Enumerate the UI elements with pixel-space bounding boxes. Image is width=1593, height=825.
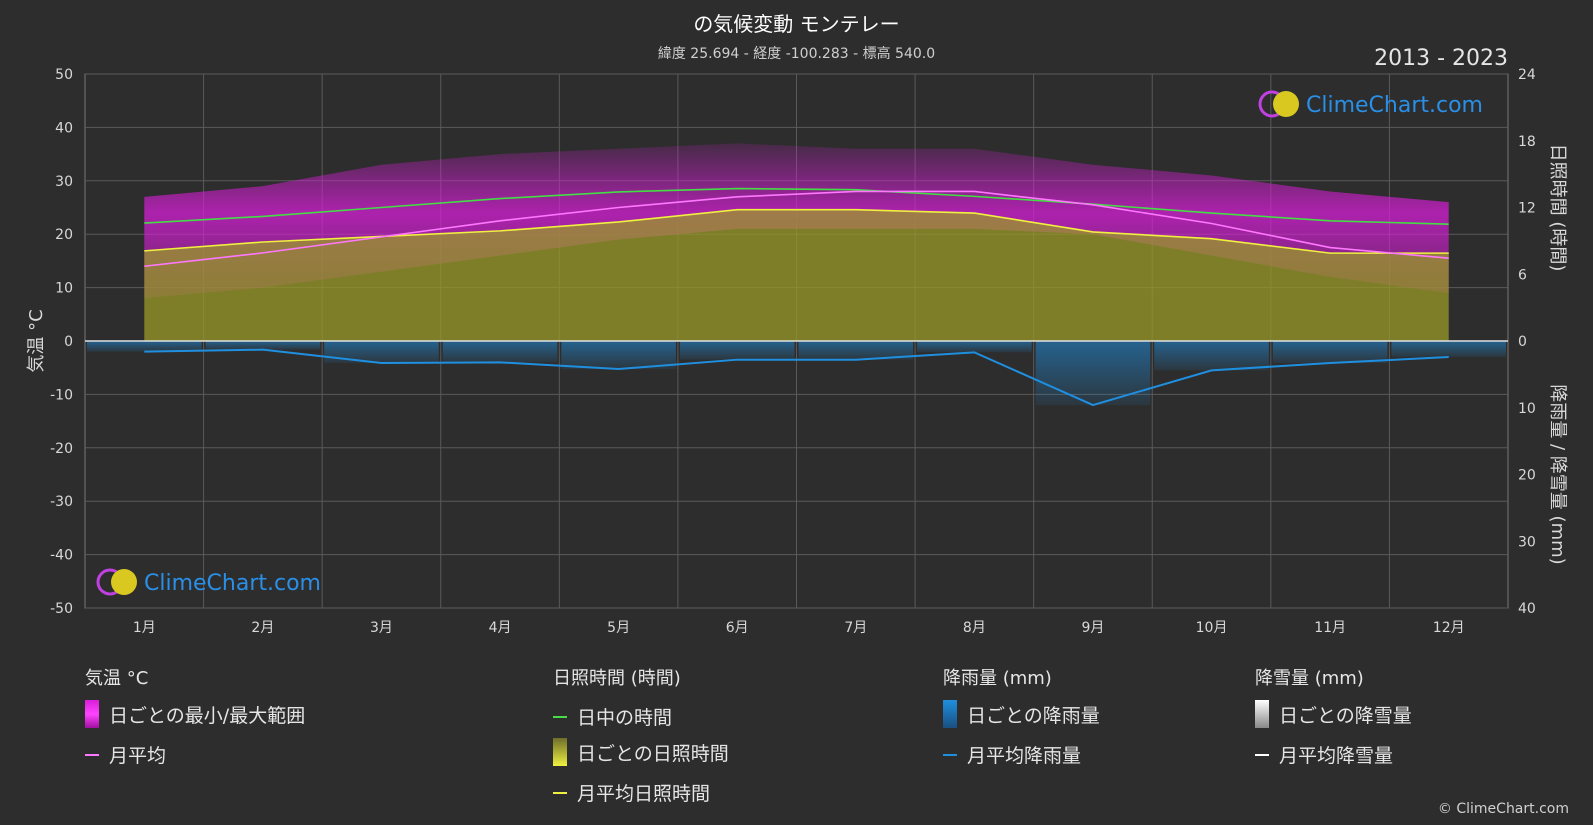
legend-sunshine-daily-label: 日ごとの日照時間 xyxy=(577,742,729,765)
legend-rain-title: 降雨量 (mm) xyxy=(943,668,1052,689)
y-tick-label-left: -30 xyxy=(50,494,73,510)
chart-title: の気候変動 モンテレー xyxy=(693,12,900,36)
legend-snow-daily-label: 日ごとの降雪量 xyxy=(1279,704,1412,727)
y-tick-label-left: 40 xyxy=(55,120,73,136)
rain-swatch xyxy=(943,700,957,728)
legend-daylight-label: 日中の時間 xyxy=(577,707,673,729)
rain-bar xyxy=(324,341,439,364)
y-tick-label-right-rain: 30 xyxy=(1518,534,1536,550)
x-tick-label: 8月 xyxy=(963,620,986,636)
watermark-top: ClimeChart.com xyxy=(1258,90,1483,118)
y-tick-label-right-sun: 6 xyxy=(1518,267,1527,283)
sunshine-avg-swatch xyxy=(553,791,567,794)
legend-rain-daily-label: 日ごとの降雨量 xyxy=(967,704,1100,727)
temp-avg-line xyxy=(144,190,1449,268)
legend-sunshine-daily: 日ごとの日照時間 xyxy=(553,738,729,766)
legend-temp-avg-label: 月平均 xyxy=(109,745,167,767)
y-axis-label-left: 気温 °C xyxy=(26,309,47,372)
rain-bar xyxy=(205,341,321,350)
rain-bar xyxy=(679,341,795,360)
legend-temp-avg: 月平均 xyxy=(85,741,166,768)
daylight-line xyxy=(144,187,1449,225)
rain-avg-swatch xyxy=(943,753,957,756)
copyright: © ClimeChart.com xyxy=(1437,801,1569,817)
x-tick-label: 3月 xyxy=(370,620,393,636)
sunshine-area xyxy=(144,209,1449,341)
x-tick-label: 6月 xyxy=(726,620,749,636)
y-tick-label-left: 20 xyxy=(55,227,73,243)
y-tick-label-right-sun: 24 xyxy=(1518,67,1536,83)
legend-temp-range: 日ごとの最小/最大範囲 xyxy=(85,700,305,728)
watermark-bottom: ClimeChart.com xyxy=(96,568,321,596)
snow-swatch xyxy=(1255,700,1269,728)
y-tick-label-right-sun: 0 xyxy=(1518,334,1527,350)
sunshine-avg-line xyxy=(144,208,1449,254)
legend-rain-avg-label: 月平均降雨量 xyxy=(967,745,1082,767)
y-tick-label-left: 10 xyxy=(55,281,73,297)
legend-sun-title: 日照時間 (時間) xyxy=(553,668,681,689)
rain-bar xyxy=(1391,341,1506,358)
x-tick-label: 1月 xyxy=(133,620,156,636)
x-tick-label: 5月 xyxy=(607,620,630,636)
legend-sunshine-avg: 月平均日照時間 xyxy=(553,779,710,806)
y-tick-label-left: 50 xyxy=(55,67,73,83)
temp-avg-swatch xyxy=(85,753,99,756)
y-tick-label-right-sun: 18 xyxy=(1518,134,1536,150)
snow-avg-swatch xyxy=(1255,753,1269,756)
x-tick-label: 4月 xyxy=(489,620,512,636)
y-tick-label-left: -50 xyxy=(50,601,73,617)
watermark-text: ClimeChart.com xyxy=(1306,93,1483,118)
rain-bar xyxy=(1154,341,1269,371)
y-tick-label-right-rain: 40 xyxy=(1518,601,1536,617)
x-tick-label: 12月 xyxy=(1433,620,1465,636)
legend-temp-range-label: 日ごとの最小/最大範囲 xyxy=(109,704,306,727)
y-tick-label-left: -10 xyxy=(50,387,73,403)
watermark-text: ClimeChart.com xyxy=(144,571,321,596)
legend-daylight: 日中の時間 xyxy=(553,703,672,730)
legend-sunshine-avg-label: 月平均日照時間 xyxy=(577,783,711,805)
y-axis-label-right-rain: 降雨量 / 降雪量 (mm) xyxy=(1547,384,1568,564)
year-range: 2013 - 2023 xyxy=(1374,46,1508,71)
x-tick-label: 2月 xyxy=(251,620,274,636)
rain-bar xyxy=(917,341,1032,353)
y-tick-label-left: -40 xyxy=(50,548,73,564)
rain-avg-line xyxy=(144,348,1449,407)
y-tick-label-right-rain: 10 xyxy=(1518,401,1536,417)
y-tick-label-left: 0 xyxy=(64,334,73,350)
legend-rain-daily: 日ごとの降雨量 xyxy=(943,700,1100,728)
y-tick-label-left: 30 xyxy=(55,174,73,190)
legend-snow-avg-label: 月平均降雪量 xyxy=(1279,745,1394,767)
y-tick-label-left: -20 xyxy=(50,441,73,457)
legend-snow-daily: 日ごとの降雪量 xyxy=(1255,700,1412,728)
rain-bar xyxy=(561,341,676,370)
chart-subtitle: 緯度 25.694 - 経度 -100.283 - 標高 540.0 xyxy=(657,46,936,62)
logo-sun-icon xyxy=(1273,91,1299,117)
rain-bar xyxy=(87,341,202,352)
y-tick-label-right-rain: 20 xyxy=(1518,468,1536,484)
legend-rain-avg: 月平均降雨量 xyxy=(943,741,1081,768)
rain-bar xyxy=(798,341,914,360)
sunshine-swatch xyxy=(553,738,567,766)
legend-temp-title: 気温 °C xyxy=(85,668,149,689)
temp-range-swatch xyxy=(85,700,99,728)
legend-snow-title: 降雪量 (mm) xyxy=(1255,668,1364,689)
x-tick-label: 7月 xyxy=(844,620,867,636)
x-tick-label: 10月 xyxy=(1196,620,1228,636)
rain-bar xyxy=(442,341,558,363)
x-tick-label: 11月 xyxy=(1314,620,1346,636)
y-tick-label-right-sun: 12 xyxy=(1518,201,1536,217)
rain-bar xyxy=(1035,341,1151,406)
legend-snow-avg: 月平均降雪量 xyxy=(1255,741,1393,768)
x-tick-label: 9月 xyxy=(1081,620,1104,636)
rain-bar xyxy=(1272,341,1388,364)
logo-sun-icon xyxy=(111,569,137,595)
y-axis-label-right-sun: 日照時間 (時間) xyxy=(1547,144,1568,272)
daylight-swatch xyxy=(553,715,567,718)
